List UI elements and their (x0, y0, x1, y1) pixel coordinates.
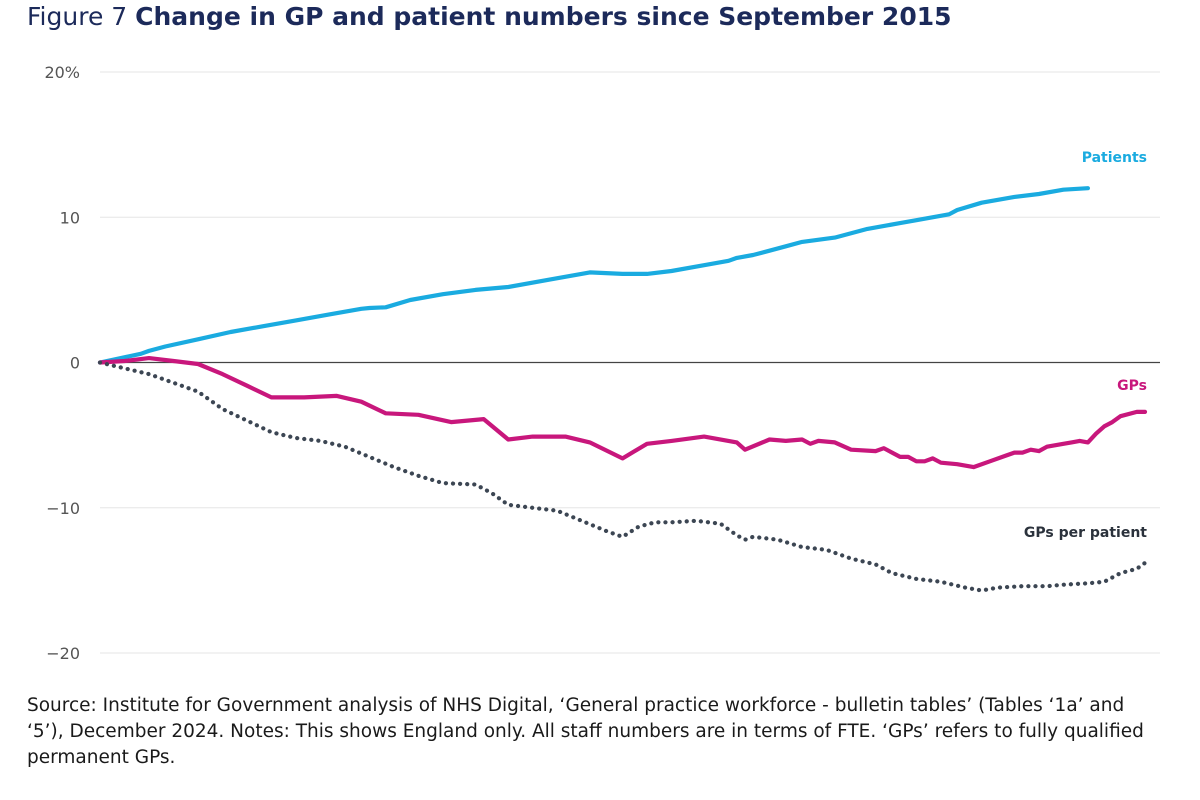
figure-title: Figure 7 Change in GP and patient number… (27, 2, 952, 31)
series-line-gps-per-patient (97, 360, 1148, 593)
y-tick-label: −20 (46, 644, 80, 663)
source-note: Source: Institute for Government analysi… (27, 695, 1144, 768)
series-line-gps (97, 356, 1148, 470)
y-tick-label: 10 (60, 208, 80, 227)
line-chart: 20% 10 0 −10 −20 Patients GPs GPs per patient (44, 63, 1160, 663)
series-label-gps: GPs (1117, 378, 1147, 394)
series-label-patients: Patients (1082, 150, 1147, 166)
y-tick-label: 0 (70, 354, 80, 373)
y-tick-label: −10 (46, 499, 80, 518)
figure-number: Figure 7 (27, 2, 128, 31)
series-line-patients (97, 186, 1091, 365)
y-tick-label: 20% (44, 63, 80, 82)
series-label-gps-per-patient: GPs per patient (1024, 525, 1147, 541)
figure-heading: Change in GP and patient numbers since S… (135, 2, 952, 31)
